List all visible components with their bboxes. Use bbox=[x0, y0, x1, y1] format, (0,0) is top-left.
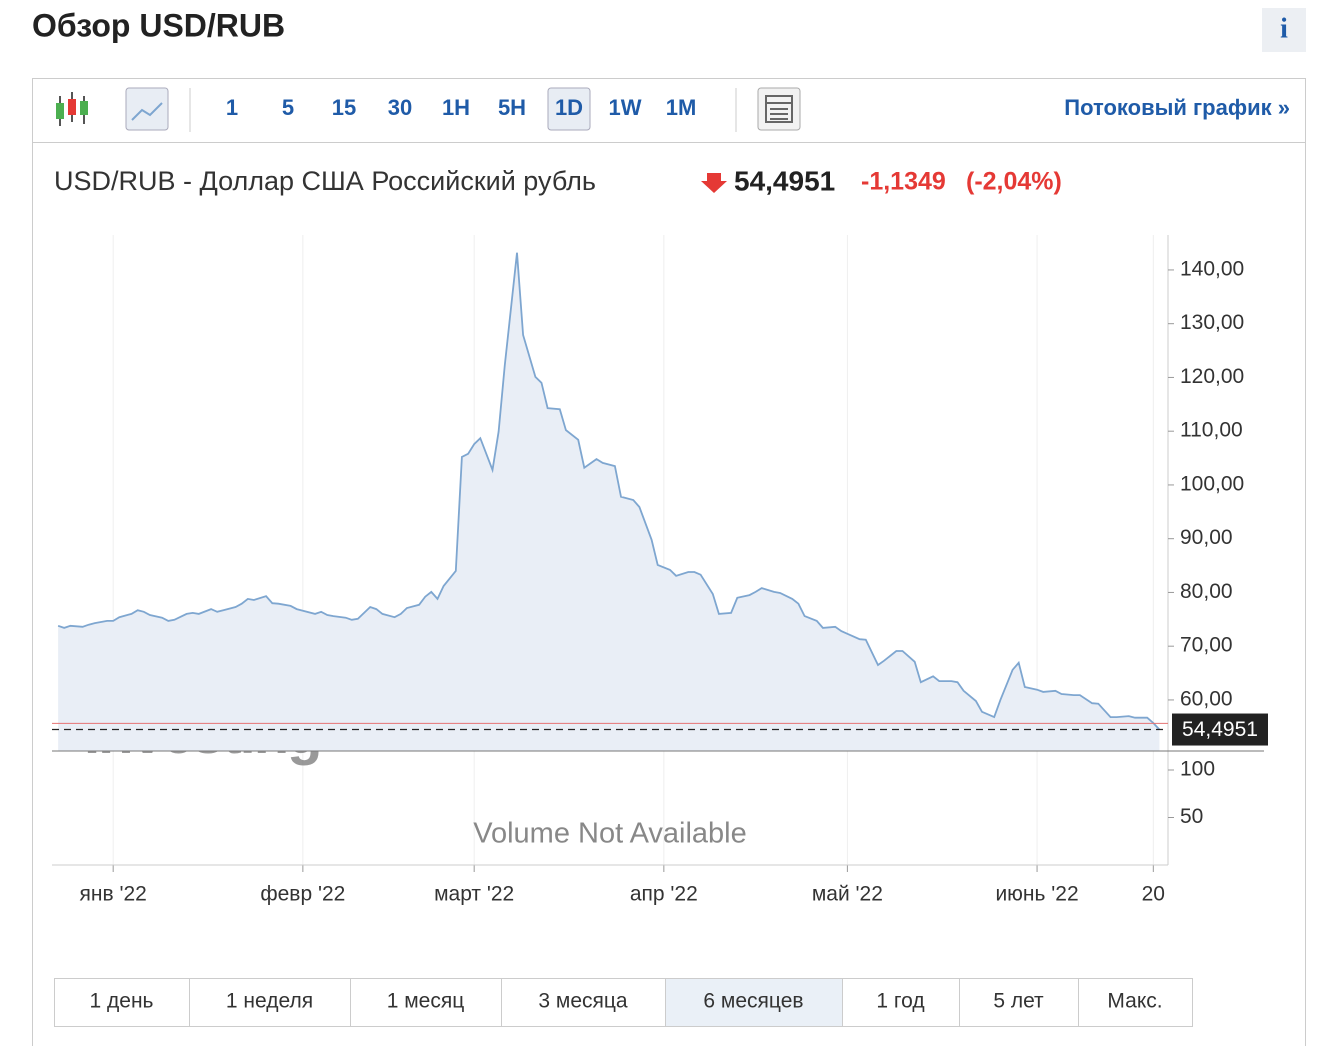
interval-button[interactable]: 15 bbox=[332, 95, 356, 120]
y-tick-label: 100,00 bbox=[1180, 472, 1244, 495]
y-tick-label: 90,00 bbox=[1180, 526, 1233, 549]
change-percent: (-2,04%) bbox=[966, 168, 1062, 196]
last-price-label: 54,4951 bbox=[1182, 718, 1258, 741]
y-tick-label: 140,00 bbox=[1180, 257, 1244, 280]
price-line bbox=[57, 252, 1161, 731]
interval-selected[interactable] bbox=[547, 87, 591, 131]
line-chart-button[interactable] bbox=[125, 87, 169, 131]
volume-tick-label: 100 bbox=[1180, 758, 1215, 781]
y-tick-label: 60,00 bbox=[1180, 687, 1233, 710]
volume-note: Volume Not Available bbox=[473, 818, 747, 850]
interval-button[interactable]: 1W bbox=[609, 95, 642, 120]
range-button[interactable] bbox=[350, 978, 502, 1027]
range-button[interactable] bbox=[665, 978, 843, 1027]
range-button[interactable] bbox=[1078, 978, 1193, 1027]
range-label[interactable]: 6 месяцев bbox=[703, 990, 803, 1013]
x-tick-label: февр '22 bbox=[260, 883, 345, 906]
interval-button[interactable]: 1D bbox=[555, 95, 583, 120]
volume-tick-label: 50 bbox=[1180, 805, 1203, 828]
range-label[interactable]: 1 год bbox=[876, 990, 924, 1013]
y-tick-label: 120,00 bbox=[1180, 365, 1244, 388]
price-area bbox=[58, 252, 1160, 751]
x-tick-label: 20 bbox=[1142, 883, 1165, 906]
line-chart-icon[interactable] bbox=[131, 102, 163, 121]
x-tick-label: июнь '22 bbox=[995, 883, 1078, 906]
y-tick-label: 80,00 bbox=[1180, 580, 1233, 603]
streaming-link[interactable]: Потоковый график » bbox=[1064, 95, 1290, 120]
range-label[interactable]: 5 лет bbox=[993, 990, 1044, 1013]
range-button[interactable] bbox=[189, 978, 351, 1027]
down-arrow bbox=[701, 173, 727, 193]
candles-icon[interactable] bbox=[56, 92, 88, 126]
table-icon[interactable] bbox=[765, 95, 793, 123]
range-button[interactable] bbox=[842, 978, 960, 1027]
interval-button[interactable]: 1M bbox=[666, 95, 697, 120]
range-label[interactable]: 1 неделя bbox=[226, 990, 313, 1013]
last-price-box bbox=[1172, 713, 1268, 746]
range-label[interactable]: 1 день bbox=[90, 990, 154, 1013]
y-tick-label: 110,00 bbox=[1180, 419, 1243, 442]
range-label[interactable]: 1 месяц bbox=[387, 990, 465, 1013]
interval-button[interactable]: 5H bbox=[498, 95, 526, 120]
x-tick-label: март '22 bbox=[434, 883, 514, 906]
info-button[interactable] bbox=[1262, 8, 1306, 52]
interval-button[interactable]: 5 bbox=[282, 95, 294, 120]
change: -1,1349 bbox=[861, 168, 946, 196]
range-button[interactable] bbox=[54, 978, 190, 1027]
info-icon[interactable]: i bbox=[1280, 13, 1288, 44]
y-tick-label: 70,00 bbox=[1180, 634, 1233, 657]
range-button[interactable] bbox=[959, 978, 1079, 1027]
instrument-name: USD/RUB - Доллар США Российский рубль bbox=[54, 166, 596, 196]
x-tick-label: апр '22 bbox=[630, 883, 698, 906]
x-tick-label: май '22 bbox=[812, 883, 883, 906]
price: 54,4951 bbox=[734, 165, 835, 196]
range-label[interactable]: Макс. bbox=[1107, 990, 1162, 1013]
interval-button[interactable]: 1H bbox=[442, 95, 470, 120]
interval-button[interactable]: 30 bbox=[388, 95, 412, 120]
interval-button[interactable]: 1 bbox=[226, 95, 238, 120]
page-title: Обзор USD/RUB bbox=[32, 7, 285, 43]
y-tick-label: 130,00 bbox=[1180, 311, 1244, 334]
widget-frame bbox=[32, 78, 1306, 1046]
x-tick-label: янв '22 bbox=[80, 883, 147, 906]
range-label[interactable]: 3 месяца bbox=[538, 990, 628, 1013]
